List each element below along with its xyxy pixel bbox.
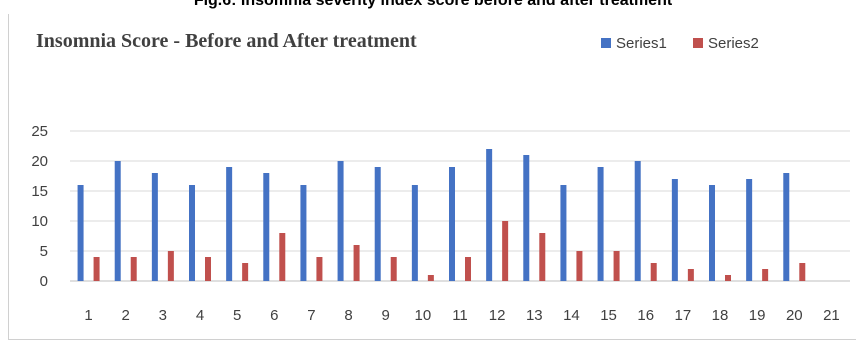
bar-series1-3	[151, 173, 158, 281]
y-tick-label: 10	[31, 213, 48, 230]
bar-series1-19	[746, 179, 753, 281]
x-tick-label: 2	[122, 307, 130, 324]
y-tick-label: 5	[40, 243, 48, 260]
x-tick-label: 19	[749, 307, 766, 324]
bar-series2-6	[279, 233, 286, 281]
bar-series2-9	[390, 257, 397, 281]
bar-series2-4	[205, 257, 211, 281]
chart-frame	[8, 14, 856, 340]
legend-label: Series1	[616, 35, 667, 52]
bar-series1-20	[783, 173, 790, 281]
y-tick-label: 15	[31, 183, 48, 200]
bar-series1-9	[374, 167, 381, 281]
x-tick-label: 17	[675, 307, 692, 324]
x-tick-label: 15	[600, 307, 617, 324]
bar-series1-5	[226, 167, 233, 281]
bar-series1-8	[337, 161, 344, 281]
x-tick-label: 16	[637, 307, 654, 324]
gridlines	[70, 130, 850, 282]
bar-series2-14	[576, 251, 583, 281]
bar-series2-20	[799, 263, 806, 281]
y-axis-ticks: 0 5 10 15 20 25	[31, 123, 48, 290]
x-tick-label: 9	[382, 307, 390, 324]
bar-series1-11	[449, 167, 455, 281]
bar-series1-12	[486, 149, 493, 281]
bar-series2-13	[539, 233, 546, 281]
bar-series1-16	[634, 161, 641, 281]
bar-series1-2	[114, 161, 121, 281]
legend: Series1 Series2	[601, 35, 759, 52]
bar-series2-10	[427, 275, 434, 281]
bar-series1-14	[560, 185, 567, 281]
chart-title: Insomnia Score - Before and After treatm…	[36, 30, 417, 52]
x-tick-label: 21	[823, 307, 840, 324]
bar-series1-6	[263, 173, 270, 281]
bar-series1-10	[411, 185, 418, 281]
y-tick-label: 20	[31, 153, 48, 170]
x-tick-label: 6	[270, 307, 278, 324]
bar-series1-1	[77, 185, 84, 281]
legend-label: Series2	[708, 35, 759, 52]
x-tick-label: 3	[159, 307, 167, 324]
x-tick-label: 1	[84, 307, 92, 324]
bar-series2-15	[613, 251, 620, 281]
bar-series2-5	[242, 263, 249, 281]
bar-series1-13	[523, 155, 530, 281]
bar-series1-7	[300, 185, 307, 281]
bar-series1-15	[597, 167, 604, 281]
bar-series2-17	[687, 269, 694, 281]
bars	[77, 149, 806, 281]
y-tick-label: 0	[40, 273, 48, 290]
x-tick-label: 5	[233, 307, 241, 324]
bar-series2-16	[650, 263, 657, 281]
legend-swatch	[693, 38, 703, 48]
figure-caption: Fig.6: Insomnia severity index score bef…	[193, 0, 673, 9]
x-tick-label: 18	[712, 307, 729, 324]
bar-series2-7	[316, 257, 323, 281]
x-tick-label: 20	[786, 307, 803, 324]
bar-series2-18	[725, 275, 731, 281]
bar-series1-18	[709, 185, 715, 281]
bar-series2-3	[167, 251, 174, 281]
x-tick-label: 13	[526, 307, 543, 324]
x-tick-label: 10	[415, 307, 432, 324]
bar-series2-8	[353, 245, 360, 281]
bar-series2-2	[130, 257, 137, 281]
legend-swatch	[601, 38, 611, 48]
x-tick-label: 11	[452, 307, 468, 324]
y-tick-label: 25	[31, 123, 48, 140]
bar-series2-11	[465, 257, 471, 281]
x-tick-label: 8	[344, 307, 352, 324]
x-tick-label: 4	[196, 307, 204, 324]
bar-series1-17	[671, 179, 678, 281]
x-tick-label: 14	[563, 307, 580, 324]
bar-series1-4	[189, 185, 195, 281]
bar-series2-1	[93, 257, 100, 281]
bar-series2-12	[502, 221, 509, 281]
x-tick-label: 12	[489, 307, 506, 324]
bar-series2-19	[762, 269, 769, 281]
x-tick-label: 7	[307, 307, 315, 324]
x-axis-ticks: 1 2 3 4 5 6 7 8 9 10 11 12 13 14 15 16 17 18 19 20 21	[84, 307, 839, 324]
